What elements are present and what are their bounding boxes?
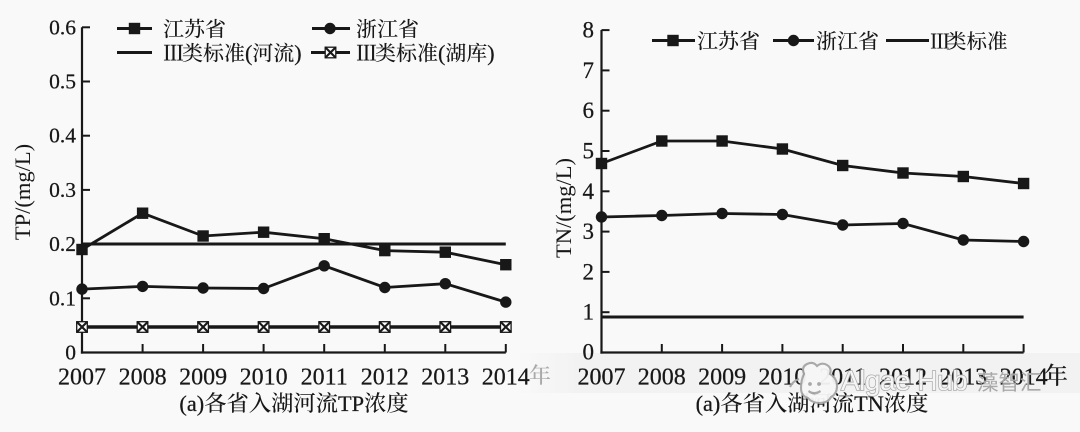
svg-text:5: 5 <box>583 139 595 164</box>
svg-text:0.2: 0.2 <box>49 232 76 256</box>
svg-text:0.1: 0.1 <box>49 286 76 310</box>
svg-text:7: 7 <box>583 58 595 83</box>
svg-text:2: 2 <box>583 259 595 284</box>
svg-text:3: 3 <box>583 219 595 244</box>
svg-text:2013: 2013 <box>939 365 987 391</box>
svg-text:2013: 2013 <box>421 365 469 391</box>
svg-text:2012: 2012 <box>361 365 409 391</box>
svg-text:6: 6 <box>583 98 595 123</box>
svg-text:2008: 2008 <box>119 365 167 391</box>
svg-text:8: 8 <box>583 18 595 43</box>
svg-text:(: ( <box>438 41 445 66</box>
svg-text:4: 4 <box>583 179 595 204</box>
svg-text:2010: 2010 <box>758 365 806 391</box>
svg-text:1: 1 <box>583 300 595 325</box>
svg-text:TN/(mg/L): TN/(mg/L) <box>551 158 576 258</box>
svg-text:TP/(mg/L): TP/(mg/L) <box>10 144 35 240</box>
svg-text:): ) <box>294 41 301 66</box>
svg-text:(a): (a) <box>179 391 204 416</box>
svg-text:0.4: 0.4 <box>49 124 76 148</box>
svg-text:0.3: 0.3 <box>49 178 76 202</box>
svg-text:2011: 2011 <box>301 365 348 391</box>
svg-text:2007: 2007 <box>58 365 106 391</box>
svg-text:0: 0 <box>583 340 595 365</box>
svg-text:0: 0 <box>65 341 76 365</box>
svg-text:TP: TP <box>338 391 364 416</box>
svg-text:Algae Hub: Algae Hub <box>841 365 967 396</box>
svg-text:): ) <box>487 41 494 66</box>
svg-text:2014: 2014 <box>482 365 530 391</box>
svg-text:TN: TN <box>854 391 884 416</box>
svg-text:2008: 2008 <box>638 365 686 391</box>
svg-text:(: ( <box>245 41 252 66</box>
svg-text:0.6: 0.6 <box>49 15 76 39</box>
svg-text:2012: 2012 <box>879 365 927 391</box>
svg-text:2009: 2009 <box>698 365 746 391</box>
svg-text:2009: 2009 <box>179 365 227 391</box>
svg-text:2007: 2007 <box>578 365 626 391</box>
svg-text:(a): (a) <box>696 391 721 416</box>
svg-text:0.5: 0.5 <box>49 70 76 94</box>
svg-text:2010: 2010 <box>240 365 288 391</box>
